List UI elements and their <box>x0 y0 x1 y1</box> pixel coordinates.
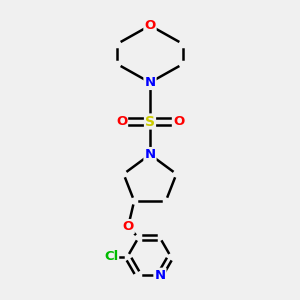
Text: N: N <box>154 269 166 282</box>
Text: O: O <box>116 115 127 128</box>
Text: O: O <box>144 19 156 32</box>
Text: S: S <box>145 115 155 128</box>
Text: Cl: Cl <box>104 250 118 263</box>
Text: N: N <box>144 76 156 89</box>
Text: N: N <box>144 148 156 161</box>
Text: O: O <box>122 220 134 233</box>
Text: O: O <box>173 115 184 128</box>
